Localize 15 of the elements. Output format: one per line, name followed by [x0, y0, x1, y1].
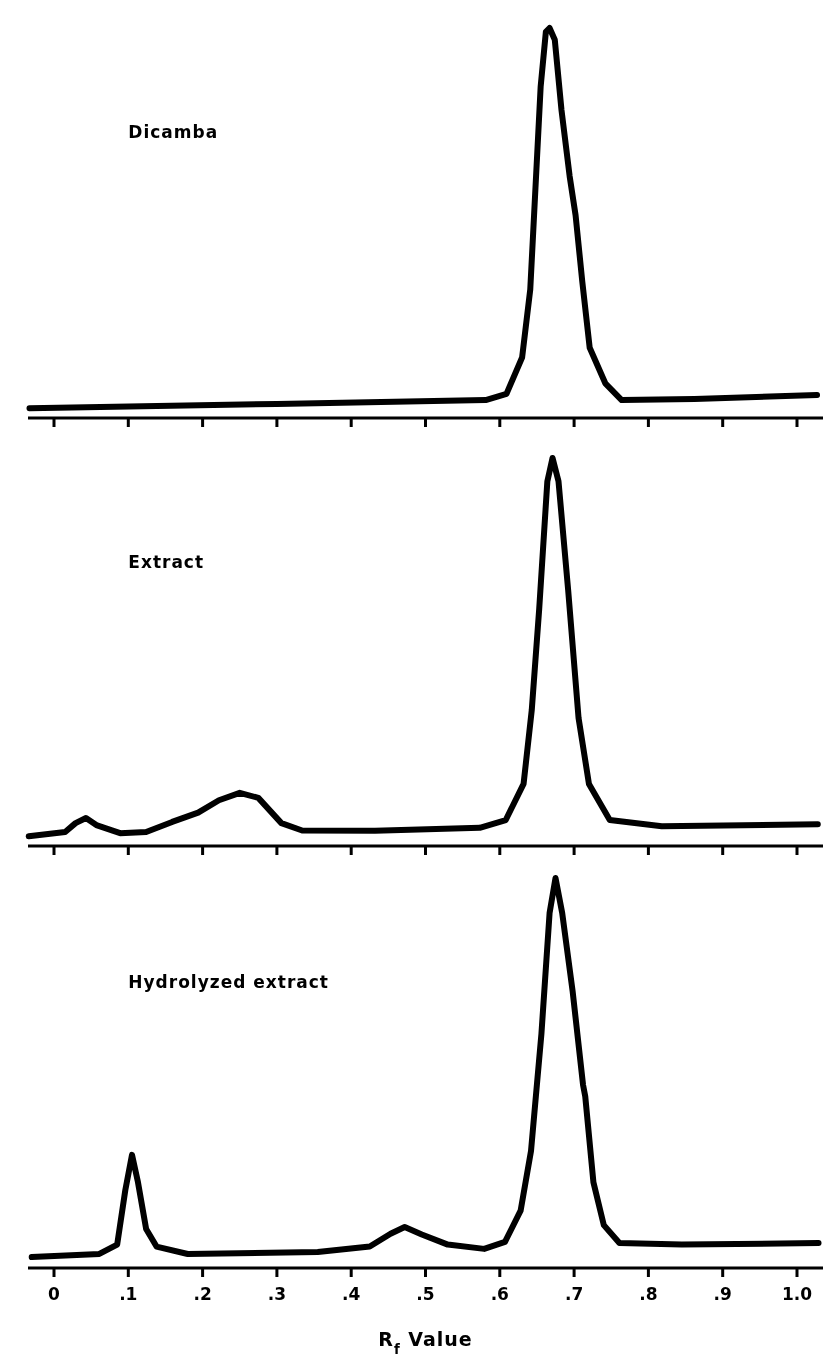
x-tick-label: 0 — [48, 1284, 61, 1304]
x-tick-label: .7 — [564, 1284, 584, 1304]
text: Hydrolyzed extract — [128, 972, 329, 992]
x-tick-label: .2 — [193, 1284, 212, 1304]
text: Dicamba — [128, 122, 219, 142]
x-tick-label: .3 — [267, 1284, 287, 1304]
x-tick-label: .5 — [416, 1284, 435, 1304]
x-axis-title: R$_{f}$ Value — [378, 1328, 473, 1357]
x-tick-label: .4 — [342, 1284, 361, 1304]
x-tick-label: .1 — [119, 1284, 138, 1304]
x-tick-label: .9 — [713, 1284, 732, 1304]
text: Extract — [128, 552, 205, 572]
x-tick-label: .6 — [490, 1284, 509, 1304]
x-tick-label: 1.0 — [781, 1284, 813, 1304]
x-tick-label: .8 — [639, 1284, 658, 1304]
